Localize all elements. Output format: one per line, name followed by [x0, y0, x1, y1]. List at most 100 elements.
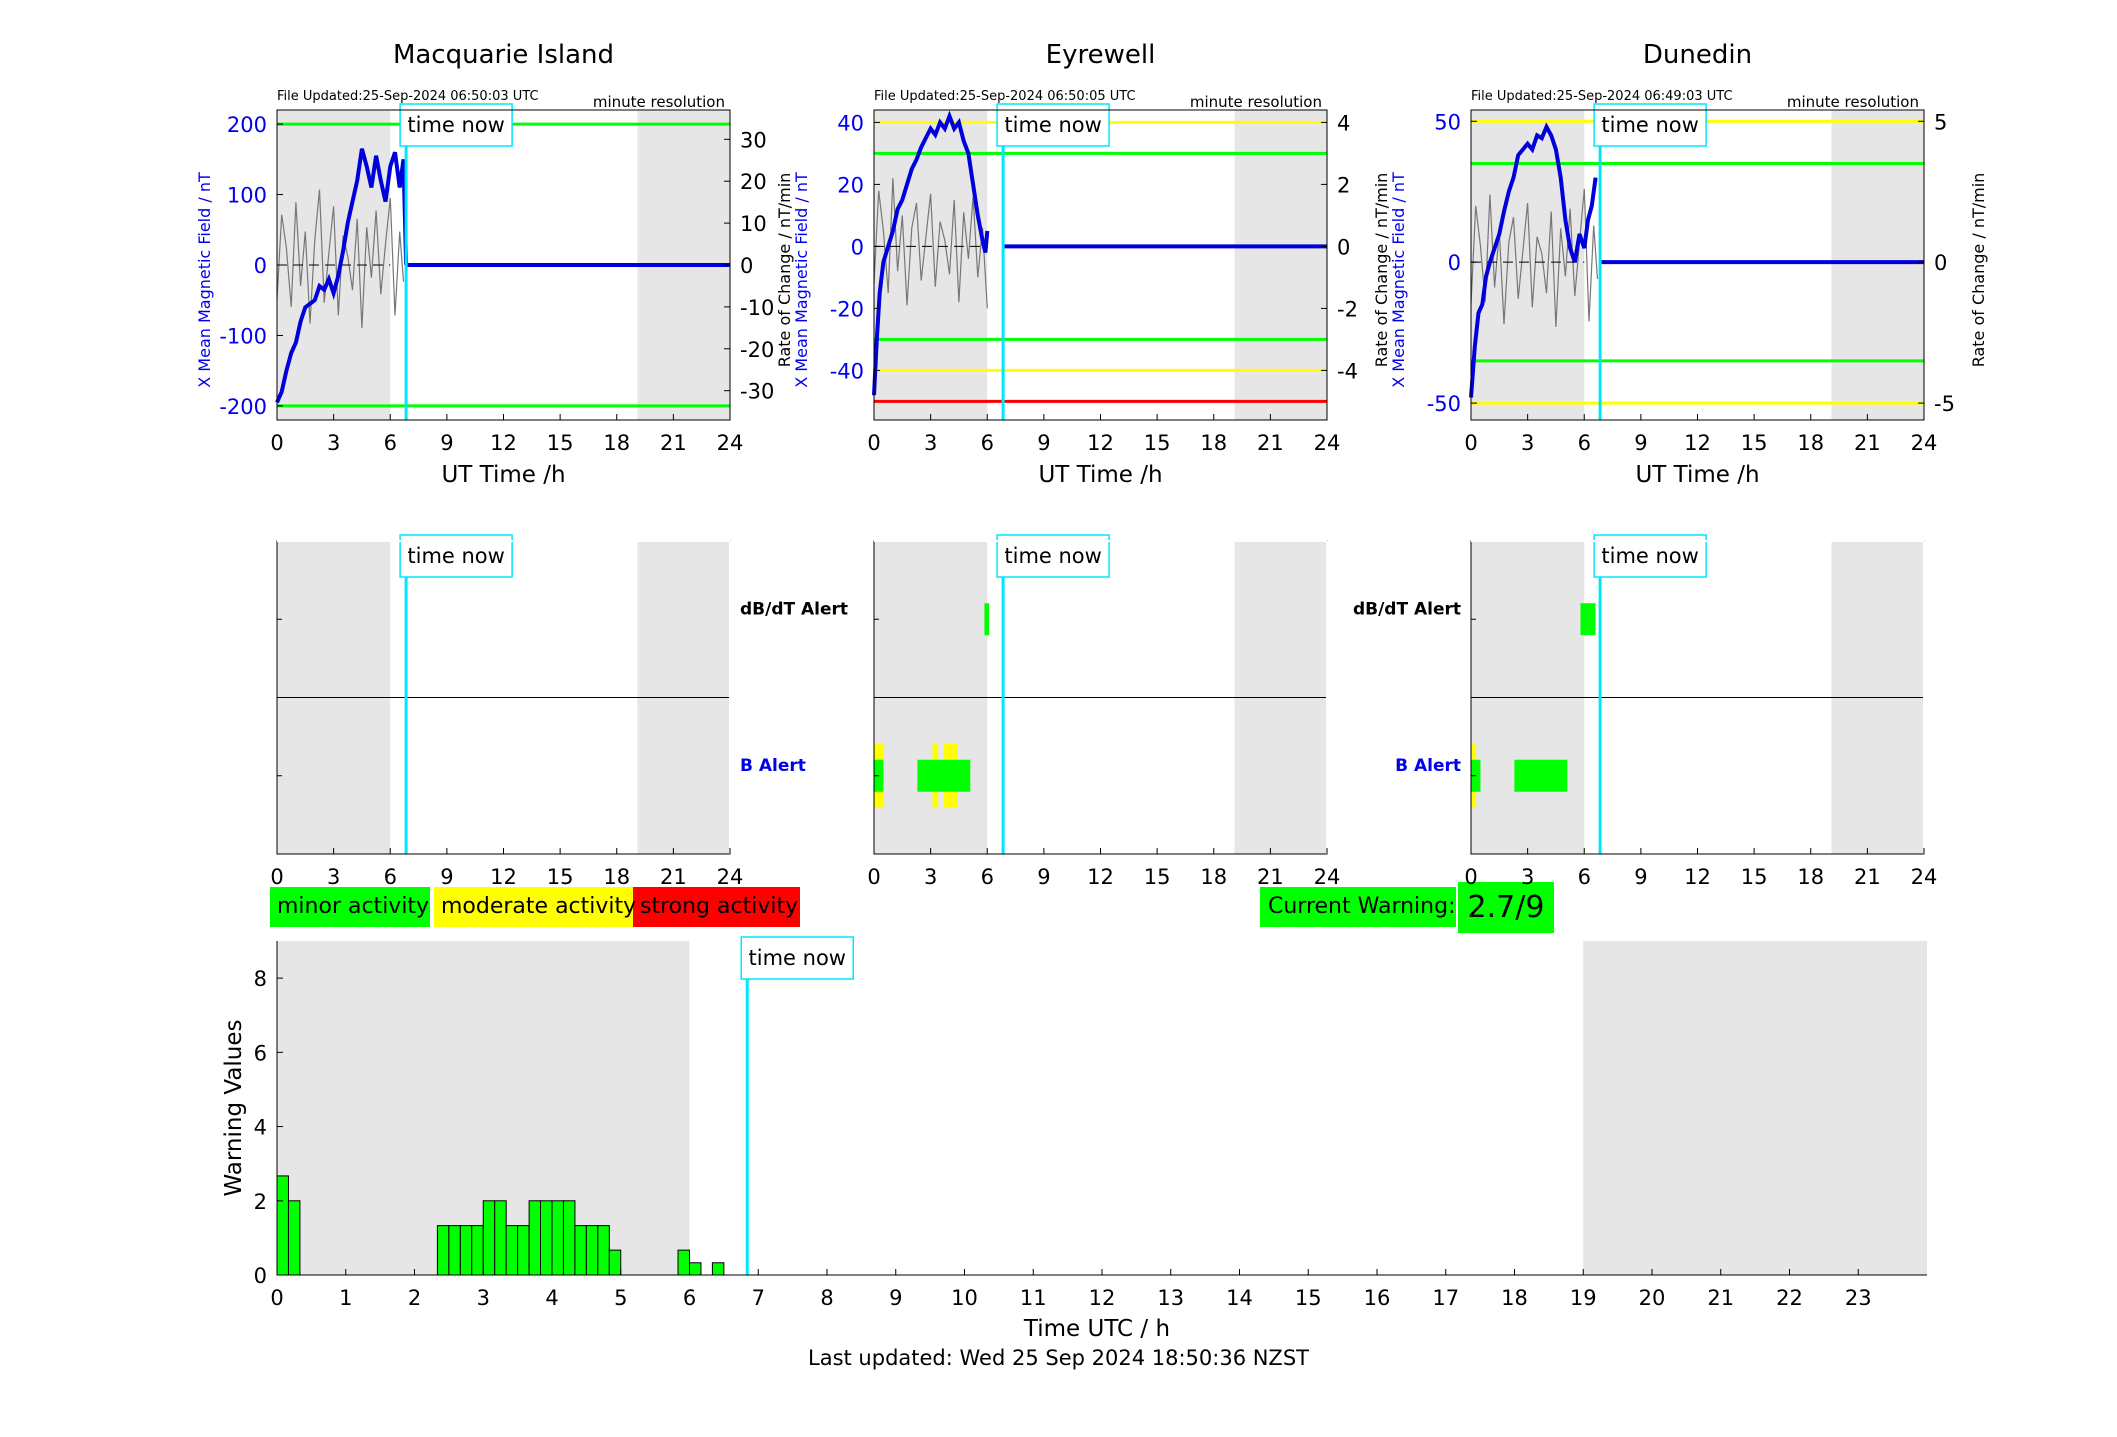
- minute-resolution-text: minute resolution: [1190, 93, 1322, 111]
- night-shading: [1583, 941, 1927, 1275]
- x-tick-label: 1: [339, 1286, 352, 1310]
- x-tick-label: 18: [1797, 431, 1824, 455]
- x-tick-label: 16: [1364, 1286, 1391, 1310]
- x-tick-label: 11: [1020, 1286, 1047, 1310]
- legend-moderate-swatch: [434, 887, 633, 927]
- time-now-box: [1593, 103, 1707, 147]
- x-tick-label: 12: [1087, 431, 1114, 455]
- x-tick-label: 24: [1314, 431, 1341, 455]
- y-tick-label: 50: [1434, 110, 1461, 134]
- warning-bar: [448, 1225, 461, 1276]
- y-axis-label-left: X Mean Magnetic Field / nT: [195, 172, 214, 388]
- x-axis-label: Time UTC / h: [1023, 1316, 1170, 1342]
- y2-tick-label: -20: [740, 338, 774, 362]
- x-tick-label: 6: [683, 1286, 696, 1310]
- x-tick-label: 9: [1037, 431, 1050, 455]
- warning-bar: [677, 1249, 690, 1276]
- y2-tick-label: -30: [740, 380, 774, 404]
- warning-bar: [505, 1225, 519, 1276]
- warning-bar: [551, 1200, 564, 1276]
- current-warning-value-bg: [1458, 882, 1554, 933]
- b-alert-bar-minor: [917, 759, 971, 792]
- x-tick-label: 5: [614, 1286, 627, 1310]
- x-tick-label: 22: [1776, 1286, 1803, 1310]
- warning-bar: [276, 1175, 289, 1276]
- x-field-line: [1469, 122, 1598, 398]
- x-tick-label: 21: [1257, 431, 1284, 455]
- warning-bar: [528, 1200, 542, 1276]
- y-tick-label: -200: [219, 395, 267, 419]
- y2-tick-label: 0: [1934, 251, 1947, 275]
- y2-tick-label: -5: [1934, 392, 1955, 416]
- x-tick-label: 3: [1521, 865, 1534, 889]
- y2-tick-label: 0: [1337, 235, 1350, 259]
- warning-bar: [562, 1200, 576, 1276]
- time-now-label: time now: [407, 113, 504, 137]
- y-tick-label: 8: [254, 967, 267, 991]
- x-tick-label: 18: [1200, 865, 1227, 889]
- warning-bar: [517, 1225, 530, 1276]
- y-axis-label-right: Rate of Change / nT/min: [775, 173, 794, 368]
- y-tick-label: 0: [851, 235, 864, 259]
- x-tick-label: 6: [981, 865, 994, 889]
- b-alert-label: B Alert: [1395, 756, 1461, 776]
- y2-tick-label: 4: [1337, 111, 1350, 135]
- last-updated-text: Last updated: Wed 25 Sep 2024 18:50:36 N…: [808, 1346, 1309, 1370]
- x-tick-label: 0: [270, 1286, 283, 1310]
- warning-bar: [287, 1200, 301, 1276]
- x-tick-label: 18: [603, 865, 630, 889]
- time-now-label: time now: [1004, 544, 1101, 568]
- night-shading: [1831, 110, 1924, 420]
- warning-bar: [711, 1262, 725, 1276]
- x-tick-label: 21: [660, 865, 687, 889]
- x-tick-label: 18: [603, 431, 630, 455]
- x-tick-label: 17: [1432, 1286, 1459, 1310]
- x-tick-label: 3: [924, 431, 937, 455]
- warning-bar: [608, 1249, 622, 1276]
- warning-bar: [436, 1225, 450, 1276]
- y2-tick-label: 30: [740, 128, 767, 152]
- x-tick-label: 6: [981, 431, 994, 455]
- minute-resolution-text: minute resolution: [1787, 93, 1919, 111]
- time-now-box: [740, 936, 854, 980]
- x-tick-label: 15: [547, 431, 574, 455]
- rate-of-change-line: [873, 178, 988, 309]
- current-warning-label: Current Warning:: [1268, 894, 1456, 919]
- x-tick-label: 14: [1226, 1286, 1253, 1310]
- x-tick-label: 24: [1314, 865, 1341, 889]
- x-tick-label: 3: [477, 1286, 490, 1310]
- y-tick-label: 4: [254, 1116, 267, 1140]
- file-updated-text: File Updated:25-Sep-2024 06:50:05 UTC: [874, 89, 1136, 104]
- x-tick-label: 9: [440, 431, 453, 455]
- x-tick-label: 12: [1087, 865, 1114, 889]
- x-tick-label: 18: [1200, 431, 1227, 455]
- legend-strong-activity: strong activity: [640, 894, 799, 919]
- time-now-label: time now: [1601, 544, 1698, 568]
- legend-strong-swatch: [633, 887, 800, 927]
- x-tick-label: 6: [1578, 865, 1591, 889]
- x-tick-label: 21: [1854, 865, 1881, 889]
- x-tick-label: 9: [1634, 865, 1647, 889]
- y-axis-label-left: X Mean Magnetic Field / nT: [1389, 172, 1408, 388]
- y-tick-label: 100: [227, 184, 267, 208]
- x-tick-label: 15: [1144, 431, 1171, 455]
- y-tick-label: 20: [837, 173, 864, 197]
- x-tick-label: 21: [1707, 1286, 1734, 1310]
- x-tick-label: 6: [384, 865, 397, 889]
- y-tick-label: 0: [1448, 251, 1461, 275]
- x-tick-label: 0: [867, 431, 880, 455]
- warning-bar: [540, 1200, 553, 1276]
- x-field-line: [275, 148, 409, 404]
- dbdt-alert-label: dB/dT Alert: [740, 599, 848, 619]
- dbdt-alert-label: dB/dT Alert: [1353, 599, 1461, 619]
- x-tick-label: 0: [1464, 865, 1477, 889]
- y2-tick-label: 20: [740, 170, 767, 194]
- y2-tick-label: 5: [1934, 110, 1947, 134]
- dbdt-alert-bar-minor: [984, 603, 990, 636]
- station-title: Macquarie Island: [393, 40, 614, 70]
- x-tick-label: 2: [408, 1286, 421, 1310]
- y-axis-label-left: X Mean Magnetic Field / nT: [792, 172, 811, 388]
- x-tick-label: 6: [384, 431, 397, 455]
- x-tick-label: 0: [270, 865, 283, 889]
